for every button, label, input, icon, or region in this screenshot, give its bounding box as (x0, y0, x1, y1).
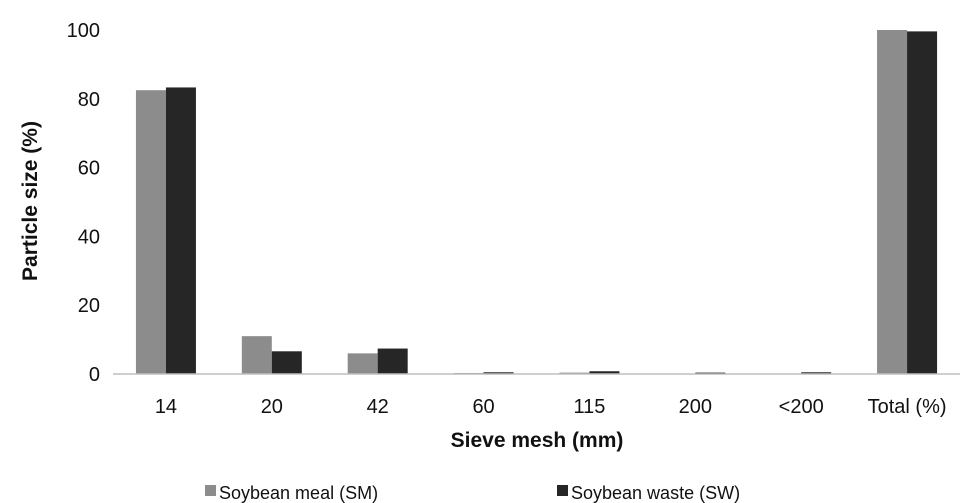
y-tick-label: 20 (78, 295, 100, 317)
legend-swatch-sm (205, 485, 216, 496)
bar-sw-0 (165, 87, 196, 374)
legend-label-sm: Soybean meal (SM) (219, 483, 378, 503)
y-tick-label: 80 (78, 89, 100, 111)
bars (135, 30, 938, 375)
y-tick-label: 60 (78, 158, 100, 180)
bar-sm-1 (241, 336, 272, 374)
y-tick-label: 100 (67, 20, 100, 42)
x-axis-ticks: 14 20 42 60 115 200 <200 Total (%) (155, 396, 947, 418)
bar-sm-2 (347, 353, 378, 374)
bar-sm-0 (135, 90, 166, 374)
x-axis-title: Sieve mesh (mm) (451, 429, 624, 452)
x-tick-label: 115 (573, 396, 605, 418)
y-axis-title: Particle size (%) (19, 121, 42, 281)
y-tick-label: 40 (78, 226, 100, 248)
bar-sw-1 (271, 351, 302, 374)
x-tick-label: 200 (679, 396, 712, 418)
legend-label-sw: Soybean waste (SW) (571, 483, 740, 503)
legend-swatch-sw (557, 485, 568, 496)
bar-sw-2 (377, 348, 408, 374)
bar-sw-6 (801, 372, 832, 374)
y-axis-ticks: 0 20 40 60 80 100 (67, 20, 100, 386)
x-tick-label: 20 (261, 396, 283, 418)
x-tick-label: 42 (367, 396, 389, 418)
x-tick-label: Total (%) (868, 396, 947, 418)
bar-sw-7 (907, 31, 938, 374)
x-tick-label: 14 (155, 396, 177, 418)
bar-sw-3 (483, 372, 514, 374)
x-tick-label: 60 (472, 396, 494, 418)
legend: Soybean meal (SM) Soybean waste (SW) (205, 483, 740, 503)
bar-sw-4 (589, 371, 620, 374)
y-tick-label: 0 (89, 364, 100, 386)
bar-sm-7 (877, 30, 908, 374)
x-tick-label: <200 (779, 396, 824, 418)
